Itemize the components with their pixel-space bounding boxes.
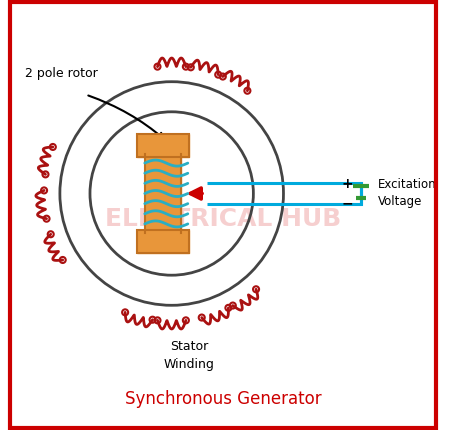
- Text: −: −: [341, 197, 353, 210]
- Bar: [145, 154, 181, 233]
- Text: Stator
Winding: Stator Winding: [163, 340, 214, 371]
- Bar: [137, 134, 189, 157]
- Bar: [137, 230, 189, 253]
- Text: 2 pole rotor: 2 pole rotor: [26, 67, 98, 80]
- Bar: [137, 134, 189, 157]
- Text: Excitation
Voltage: Excitation Voltage: [378, 178, 436, 209]
- Bar: [137, 230, 189, 253]
- Text: +: +: [341, 177, 353, 190]
- Text: ELECTRICAL HUB: ELECTRICAL HUB: [105, 207, 342, 231]
- Text: Synchronous Generator: Synchronous Generator: [125, 390, 322, 408]
